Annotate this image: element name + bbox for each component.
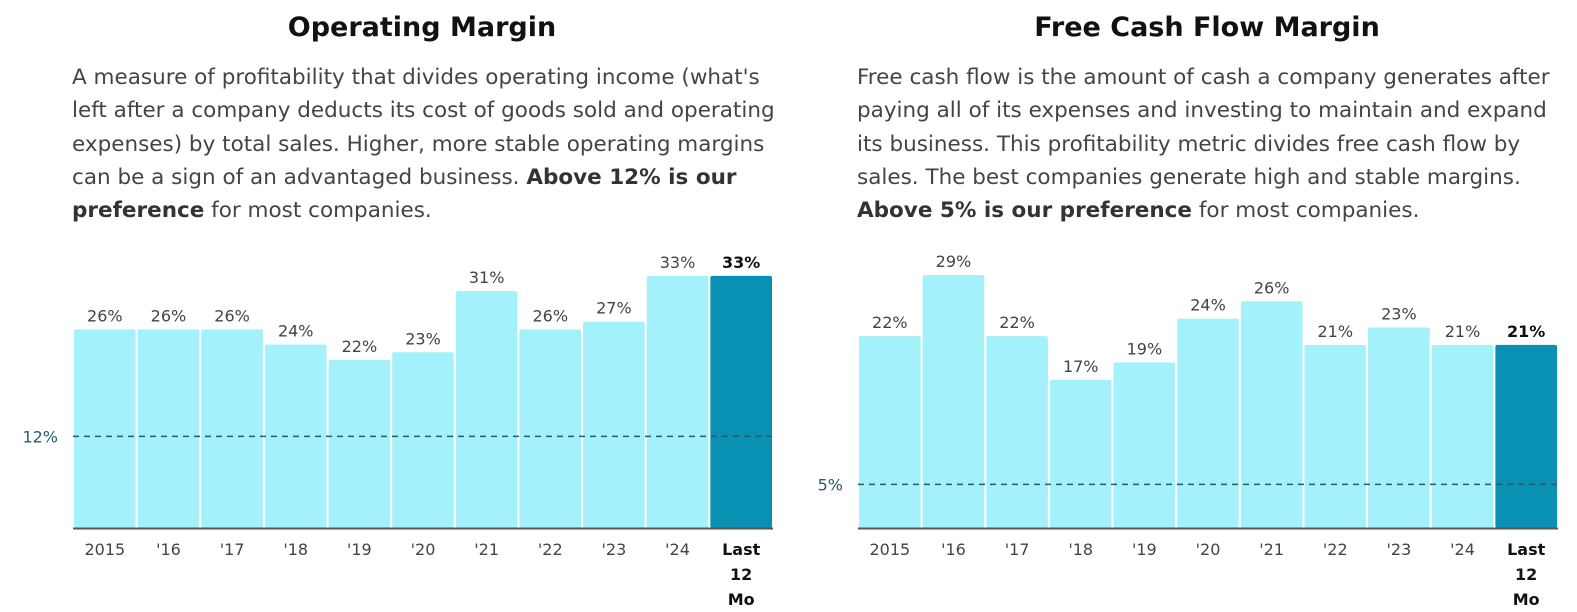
tick-label: 12 — [730, 565, 752, 584]
tick-label: '24 — [1450, 540, 1475, 559]
tick-label: Mo — [728, 590, 755, 609]
description-bold: Above 5% is our preference — [857, 198, 1193, 224]
bar — [1240, 301, 1303, 528]
data-label: 22% — [342, 337, 378, 356]
data-label: 31% — [469, 268, 505, 287]
data-label: 22% — [872, 313, 908, 332]
bar — [201, 329, 263, 528]
bar — [1431, 344, 1494, 528]
bar — [1049, 379, 1112, 528]
data-label: 23% — [1381, 304, 1417, 323]
description-text: Free cash flow is the amount of cash a c… — [857, 65, 1550, 190]
bar — [137, 329, 200, 528]
tick-label: '19 — [347, 540, 372, 559]
bar — [1304, 344, 1367, 528]
tick-label: '17 — [220, 540, 245, 559]
tick-label: '18 — [283, 540, 308, 559]
description-tail: for most companies. — [1192, 198, 1420, 224]
bar — [455, 291, 518, 528]
tick-label: '21 — [1259, 540, 1284, 559]
tick-label: '20 — [1196, 540, 1221, 559]
tick-label: 2015 — [869, 540, 910, 559]
description-text: A measure of profitability that divides … — [72, 65, 775, 190]
description-bold: Above 12% is our preference — [72, 164, 737, 224]
operating-margin-chart: 26% 2015 26% '16 26% '17 24% '18 22% '19 23% '20 31%… — [22, 253, 773, 609]
data-label: 27% — [596, 299, 632, 318]
tick-label: Mo — [1513, 590, 1540, 609]
threshold-label: 5% — [818, 475, 843, 494]
bar — [1177, 318, 1239, 528]
bar — [74, 329, 136, 528]
bar — [646, 275, 709, 528]
tick-label: '16 — [941, 540, 966, 559]
tick-label: Last — [722, 540, 761, 559]
panel-description: A measure of profitability that divides … — [72, 61, 784, 227]
bar — [1368, 327, 1430, 528]
data-label: 21% — [1445, 322, 1481, 341]
data-label: 26% — [214, 306, 250, 325]
bar — [392, 352, 454, 528]
bar — [986, 336, 1048, 528]
data-label: 24% — [1190, 296, 1226, 315]
data-label: 23% — [405, 329, 441, 348]
data-label: 17% — [1063, 357, 1099, 376]
tick-label: '16 — [156, 540, 181, 559]
data-label: 19% — [1127, 339, 1163, 358]
tick-label: '17 — [1005, 540, 1030, 559]
tick-label: '24 — [665, 540, 690, 559]
threshold-label: 12% — [22, 427, 58, 446]
data-label: 21% — [1317, 322, 1353, 341]
bar — [1113, 362, 1176, 528]
fcf-margin-chart: 22% 2015 29% '16 22% '17 17% '18 19% '19 24% '20 26%… — [818, 252, 1558, 609]
tick-label: 2015 — [84, 540, 125, 559]
data-label: 33% — [660, 253, 696, 272]
panel-description: Free cash flow is the amount of cash a c… — [857, 61, 1569, 227]
tick-label: Last — [1507, 540, 1546, 559]
bar — [519, 329, 582, 528]
bar — [1495, 344, 1557, 528]
panel-title: Free Cash Flow Margin — [1034, 12, 1380, 43]
description-tail: for most companies. — [204, 198, 432, 224]
tick-label: '23 — [1387, 540, 1412, 559]
tick-label: '22 — [538, 540, 563, 559]
tick-label: '21 — [474, 540, 499, 559]
data-label: 26% — [87, 306, 123, 325]
panel-title: Operating Margin — [287, 12, 557, 43]
data-label: 22% — [999, 313, 1035, 332]
tick-label: 12 — [1515, 565, 1537, 584]
data-label: 29% — [936, 252, 972, 271]
tick-label: '20 — [411, 540, 436, 559]
bar — [710, 275, 772, 528]
data-label: 33% — [722, 253, 760, 272]
tick-label: '23 — [602, 540, 627, 559]
data-label: 21% — [1507, 322, 1545, 341]
tick-label: '22 — [1323, 540, 1348, 559]
tick-label: '19 — [1132, 540, 1157, 559]
data-label: 26% — [532, 306, 568, 325]
bar — [583, 321, 645, 528]
data-label: 26% — [151, 306, 187, 325]
data-label: 26% — [1254, 278, 1290, 297]
tick-label: '18 — [1068, 540, 1093, 559]
bar — [859, 336, 921, 528]
bar — [328, 359, 391, 528]
data-label: 24% — [278, 322, 314, 341]
bar — [922, 275, 985, 528]
